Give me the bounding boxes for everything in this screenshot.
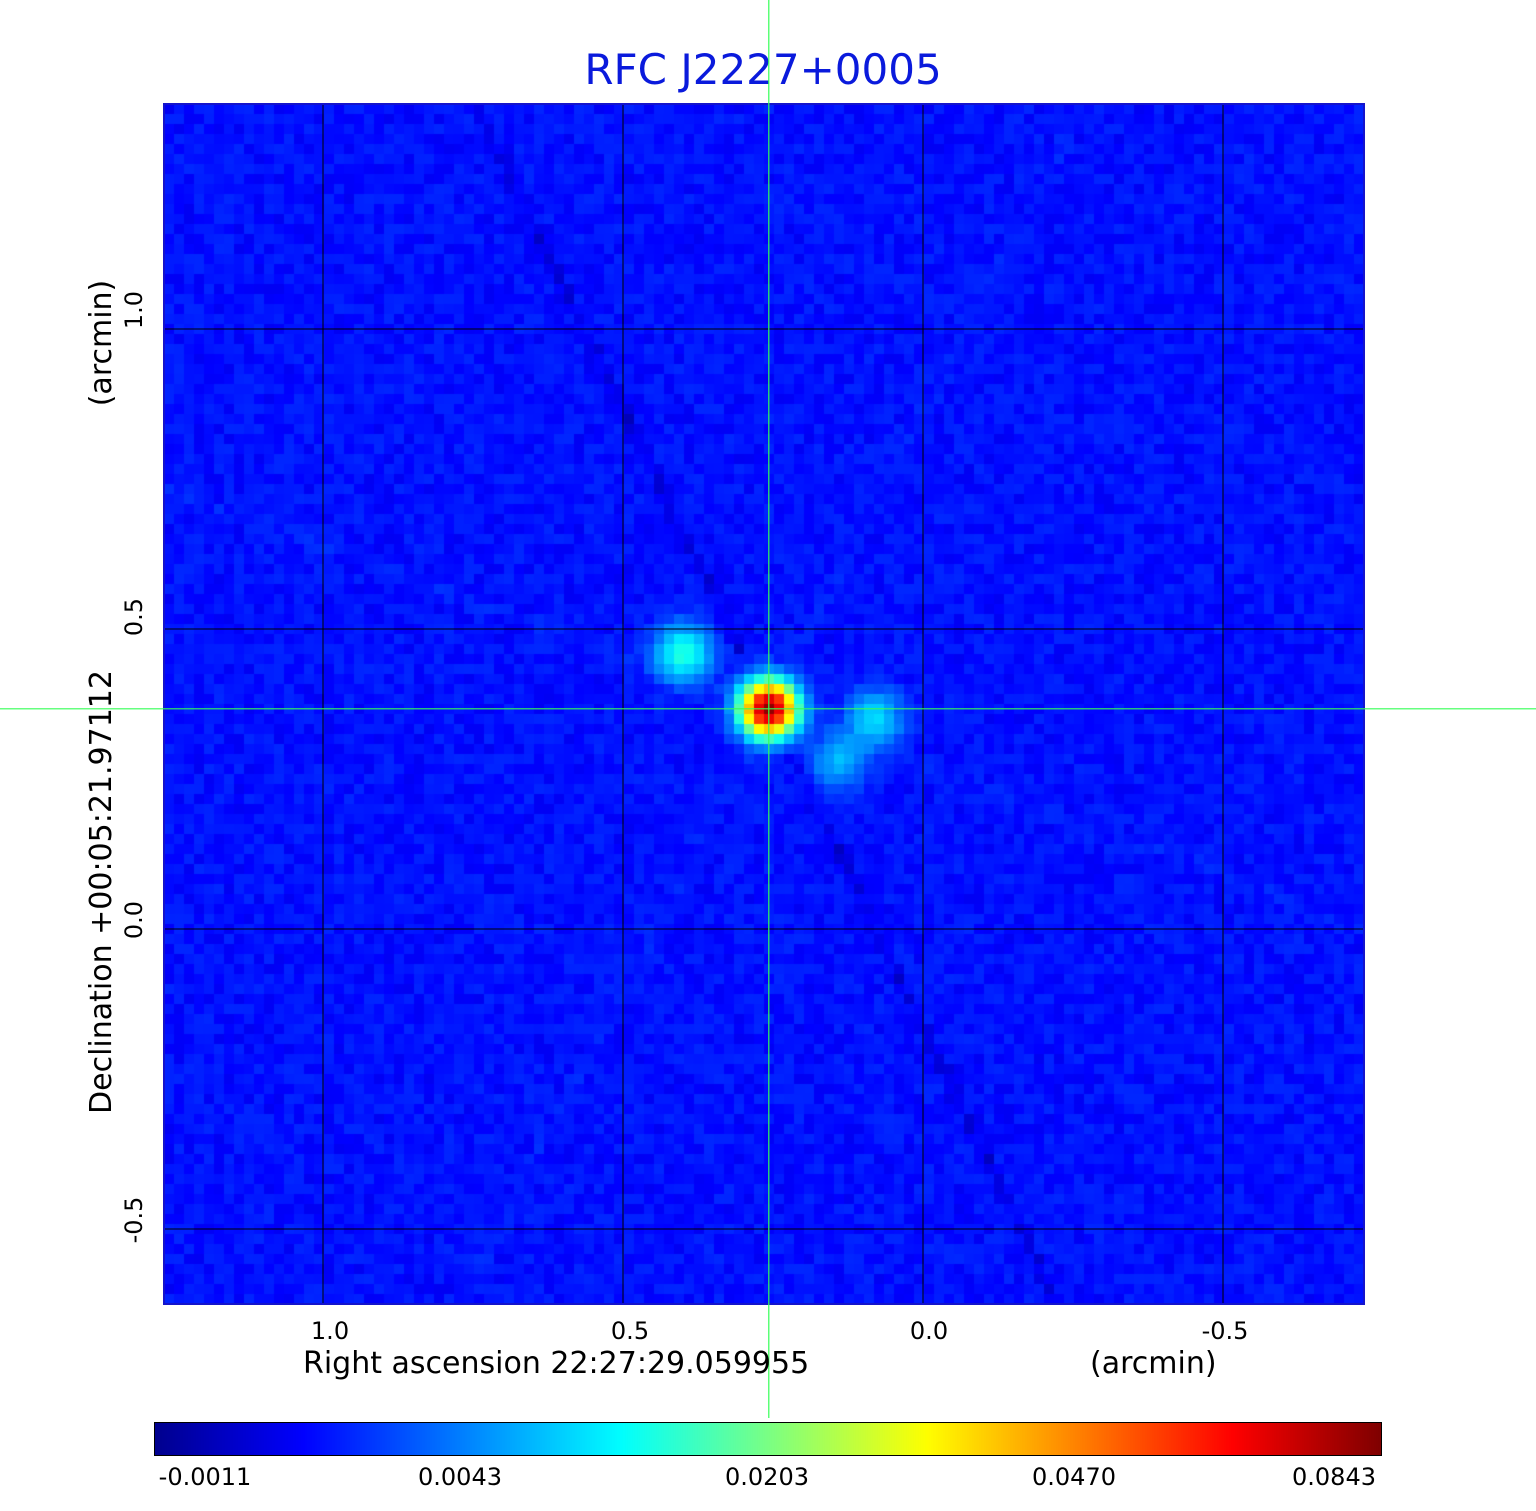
colorbar-tick-label: 0.0043 — [418, 1463, 502, 1491]
y-tick-label: -0.5 — [120, 1196, 148, 1244]
colorbar-tick-label: 0.0470 — [1032, 1463, 1116, 1491]
colorbar-tick-label: 0.0843 — [1292, 1463, 1376, 1491]
chart-title: RFC J2227+0005 — [584, 45, 942, 94]
x-tick-label: 0.0 — [909, 1317, 949, 1345]
y-tick-label: 1.0 — [120, 290, 148, 330]
x-axis-unit: (arcmin) — [1090, 1346, 1217, 1381]
colorbar-tick-label: -0.0011 — [158, 1463, 252, 1491]
y-tick-label: 0.0 — [120, 900, 148, 940]
colorbar — [154, 1422, 1382, 1456]
x-axis-label: Right ascension 22:27:29.059955 — [303, 1346, 810, 1381]
plot-frame — [163, 103, 1365, 1305]
x-tick-label: -0.5 — [1201, 1317, 1249, 1345]
x-tick-label: 0.5 — [610, 1317, 650, 1345]
y-axis-unit: (arcmin) — [84, 279, 119, 407]
y-tick-label: 0.5 — [120, 597, 148, 637]
heatmap-canvas — [164, 104, 1364, 1304]
x-tick-label: 1.0 — [310, 1317, 350, 1345]
y-axis-label: Declination +00:05:21.97112 — [84, 670, 119, 1114]
colorbar-tick-label: 0.0203 — [725, 1463, 809, 1491]
